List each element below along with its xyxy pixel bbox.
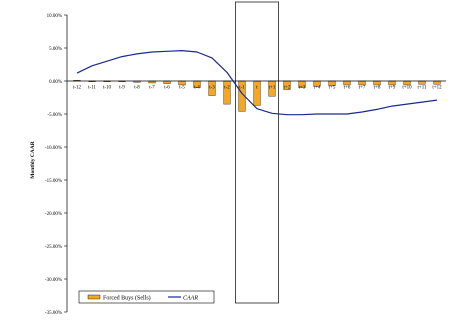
x-tick-label: t+4	[314, 86, 321, 91]
x-tick-label: t+11	[417, 86, 427, 91]
y-tick-label: -30.00%	[45, 278, 62, 283]
bar-t+10	[403, 80, 411, 86]
y-axis-label: Monthly CAAR	[30, 140, 36, 178]
bar-series	[73, 80, 441, 112]
x-tick-label: t+12	[432, 86, 442, 91]
x-tick-label: t+2	[284, 86, 291, 91]
x-tick-label: t+3	[299, 86, 306, 91]
legend: Forced Buys (Sells) CAAR	[78, 290, 215, 304]
highlight-box	[235, 1, 279, 304]
x-tick-label: t-9	[119, 86, 125, 91]
legend-box	[78, 290, 215, 304]
x-tick-label: t+6	[344, 86, 351, 91]
y-tick-label: -5.00%	[47, 113, 62, 118]
y-tick-label: 5.00%	[49, 47, 62, 52]
x-tick-label: t-7	[149, 86, 155, 91]
line-series	[76, 49, 438, 116]
x-tick-label: t+8	[374, 86, 381, 91]
bar-t-2	[223, 80, 231, 105]
x-tick-label: t-11	[88, 86, 96, 91]
y-tick-label: -35.00%	[45, 311, 62, 316]
x-tick-label: t+10	[402, 86, 412, 91]
bar-t+6	[343, 80, 351, 86]
x-tick-label: t-4	[194, 86, 200, 91]
x-tick-label: t-10	[103, 86, 112, 91]
x-tick-label: t-3	[209, 86, 215, 91]
x-tick-label: t-8	[134, 86, 140, 91]
bar-t+11	[418, 80, 426, 85]
y-axis: 10.00% 5.00% 0.00% -5.00% -10.00% -15.00% -20.…	[45, 14, 68, 316]
legend-bar-swatch	[87, 294, 101, 300]
x-tick-label: t+1	[269, 86, 276, 91]
event-window-box	[235, 1, 279, 304]
bar-t-6	[163, 80, 171, 84]
legend-bar-label: Forced Buys (Sells)	[103, 295, 151, 302]
caar-line	[76, 49, 438, 116]
bar-t+12	[433, 80, 441, 85]
y-tick-label: -25.00%	[45, 245, 62, 250]
x-tick-label: t-1	[239, 86, 245, 91]
x-tick-label: t+5	[329, 86, 336, 91]
x-tick-label: t-12	[73, 86, 82, 91]
y-tick-label: 0.00%	[49, 80, 62, 85]
x-tick-label: t+7	[359, 86, 366, 91]
x-tick-label: t+9	[389, 86, 396, 91]
x-axis: t-12 t-11 t-10 t-9 t-8 t-7 t-6 t-5 t-4 t-3 t-2 t-1 t…	[67, 80, 446, 91]
bar-t+8	[373, 80, 381, 86]
x-tick-label: t-6	[164, 86, 170, 91]
x-tick-label: t	[256, 86, 258, 91]
y-tick-label: 10.00%	[47, 14, 62, 19]
x-tick-label: t-2	[224, 86, 230, 91]
bar-t+9	[388, 80, 396, 86]
bar-t-5	[178, 80, 186, 86]
y-tick-label: -20.00%	[45, 212, 62, 217]
x-tick-label: t-5	[179, 86, 185, 91]
y-tick-label: -15.00%	[45, 179, 62, 184]
bar-t+7	[358, 80, 366, 86]
legend-line-label: CAAR	[183, 296, 198, 302]
y-tick-label: -10.00%	[45, 146, 62, 151]
